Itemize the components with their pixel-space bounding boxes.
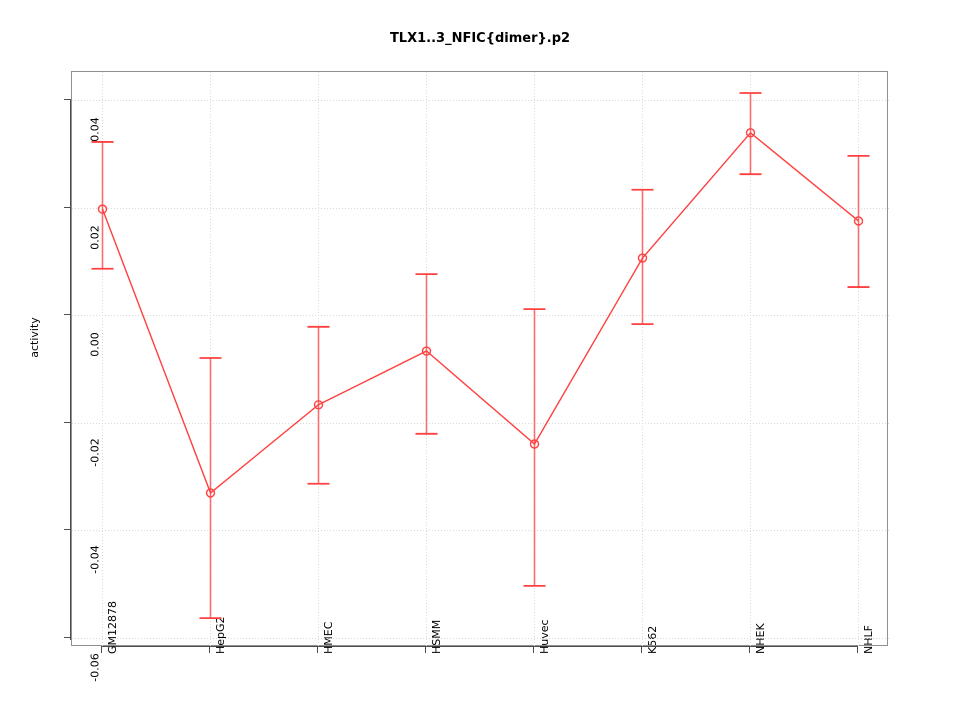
y-axis-line — [70, 99, 71, 640]
x-tick-mark — [101, 646, 102, 653]
plot-area — [71, 71, 889, 647]
gridlines — [72, 72, 889, 647]
y-tick-mark — [64, 207, 71, 208]
x-tick-mark — [209, 646, 210, 653]
y-tick-mark — [64, 99, 71, 100]
plot-svg — [72, 72, 889, 647]
x-tick-mark — [317, 646, 318, 653]
data-point-marker — [313, 400, 324, 410]
y-tick-mark — [64, 529, 71, 530]
data-point-marker — [853, 216, 864, 226]
data-point-marker — [421, 346, 432, 356]
data-point-marker — [205, 488, 216, 498]
data-point-marker — [745, 128, 756, 138]
series-line — [101, 131, 859, 495]
error-bars — [91, 92, 870, 620]
y-tick-mark — [64, 637, 71, 638]
y-tick-mark — [64, 314, 71, 315]
y-tick-mark — [64, 422, 71, 423]
data-point-marker — [529, 439, 540, 449]
data-point-marker — [97, 204, 108, 214]
x-axis-line — [101, 646, 858, 647]
x-tick-mark — [533, 646, 534, 653]
y-axis-title: activity — [27, 317, 41, 358]
data-point-marker — [637, 253, 648, 263]
x-tick-mark — [425, 646, 426, 653]
chart-title: TLX1..3_NFIC{dimer}.p2 — [389, 31, 571, 46]
x-tick-mark — [641, 646, 642, 653]
x-tick-mark — [749, 646, 750, 653]
x-tick-mark — [857, 646, 858, 653]
series-points — [97, 128, 864, 498]
series-polyline — [101, 131, 859, 495]
